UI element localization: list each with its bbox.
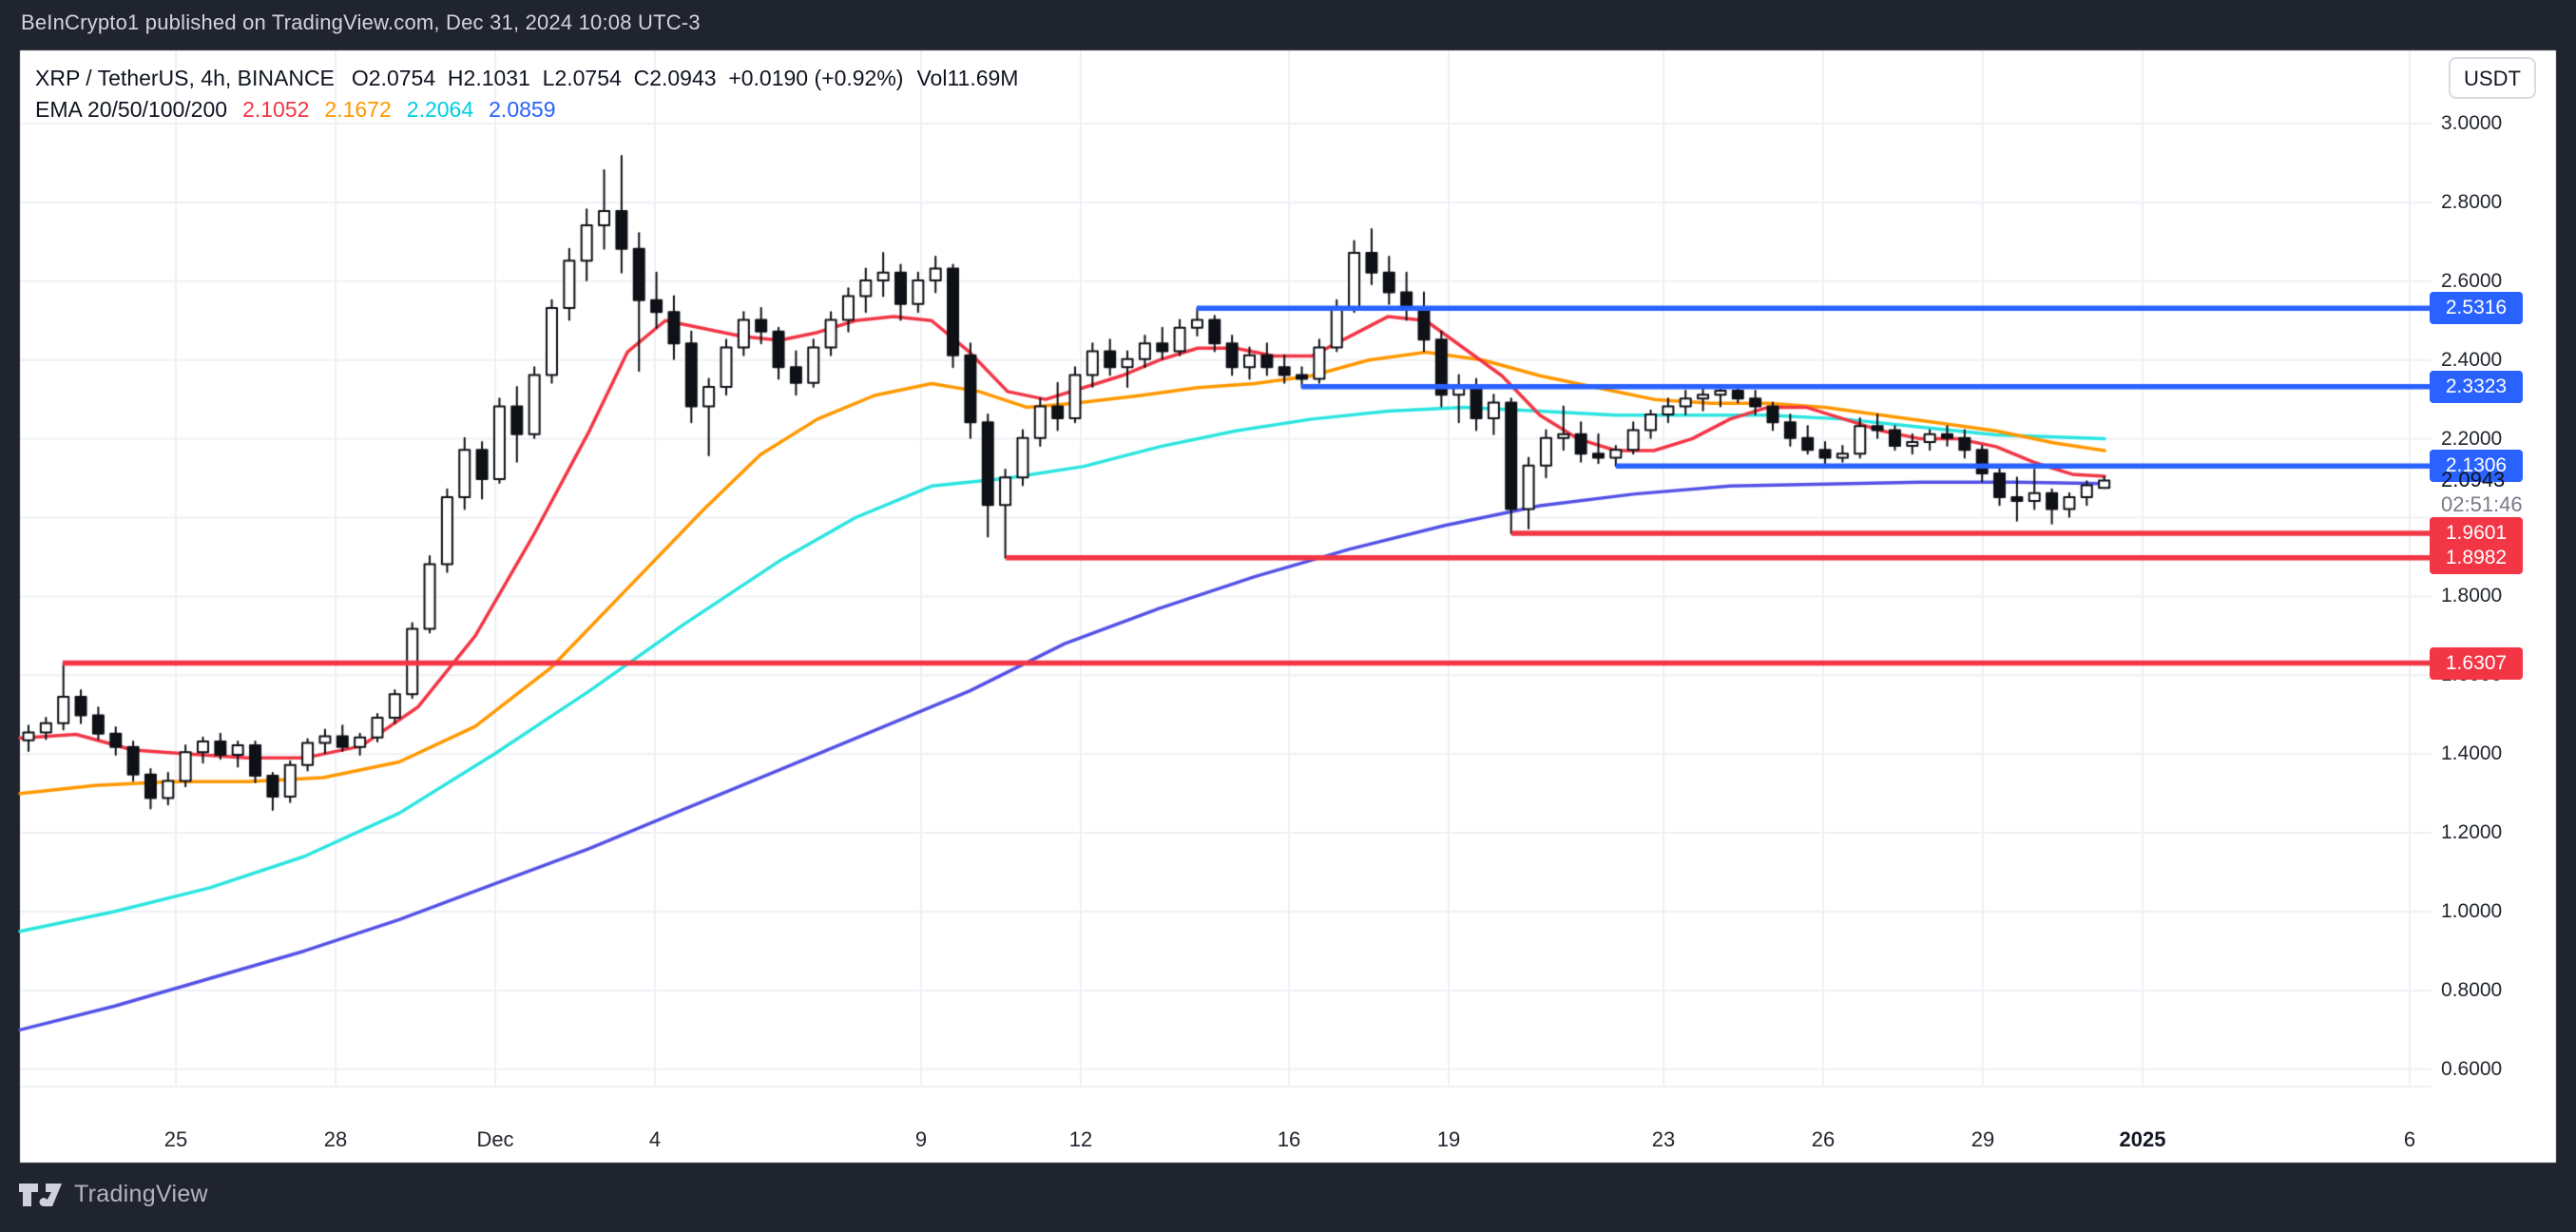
tradingview-snapshot: { "attribution": "BeInCrypto1 published … [0,0,2576,1232]
chart-canvas[interactable] [0,0,2576,1232]
